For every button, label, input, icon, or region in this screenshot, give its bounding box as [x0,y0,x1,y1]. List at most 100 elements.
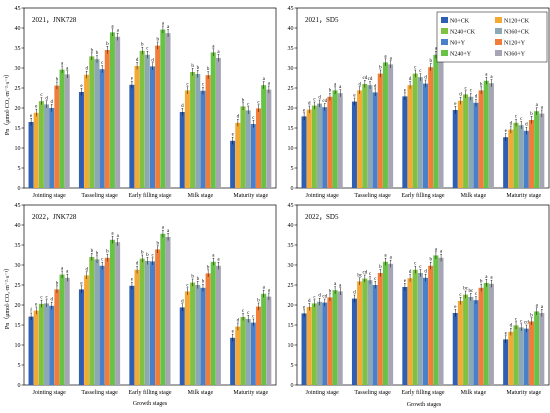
legend-swatch [495,28,502,34]
bar [139,50,145,188]
significance-letter: d [424,270,427,275]
significance-letter: c [419,69,422,74]
significance-letter: a [167,25,170,30]
bar [438,257,444,385]
significance-letter: b [141,251,144,256]
significance-letter: a [339,283,342,288]
bar [488,283,494,385]
y-tick-label: 30 [288,263,294,269]
significance-letter: a [217,50,220,55]
bar [33,310,39,385]
bar [240,106,246,188]
bar [230,337,236,385]
significance-letter: b [202,280,205,285]
x-tick-label: Milk stage [188,390,214,396]
panel-label: 2022，SD5 [305,213,339,221]
bar [483,80,489,188]
bar [99,265,105,385]
bar [59,274,65,385]
significance-letter: b [56,281,59,286]
significance-letter: a [541,305,544,310]
significance-letter: e [80,281,83,286]
panel-label: 2021，SD5 [305,16,339,24]
bar [433,255,439,385]
significance-letter: c [414,262,417,267]
bar [250,322,256,385]
bar [457,301,463,385]
significance-letter: d [409,77,412,82]
bar [322,302,328,385]
x-axis-label-right: Growth stages [407,402,442,408]
bar [129,285,135,385]
significance-letter: c [186,283,189,288]
significance-letter: e [80,84,83,89]
bar [28,122,34,188]
bar [452,313,458,385]
bar [33,112,39,188]
legend-entry: N0+CK [450,19,470,25]
y-axis-label-2022: Pn（μmol·CO₂·m⁻²·s⁻¹） [4,265,11,329]
bar [266,296,272,385]
significance-letter: a [435,247,438,252]
significance-letter: c [151,253,154,258]
x-tick-label: Milk stage [188,193,214,199]
significance-letter: c [186,82,189,87]
significance-letter: d [358,82,361,87]
significance-letter: d [510,324,513,329]
y-tick-label: 35 [288,243,294,249]
significance-letter: b [91,249,94,254]
significance-letter: e [303,305,306,310]
bar [89,56,95,189]
significance-letter: c [146,47,149,52]
y-tick-label: 0 [18,383,21,389]
bar [327,96,333,188]
bar [144,54,150,188]
legend-swatch [495,17,502,23]
significance-letter: a [490,75,493,80]
significance-letter: b [91,48,94,53]
bar [28,316,34,385]
significance-letter: c [242,309,245,314]
significance-letter: c [470,89,473,94]
y-tick-label: 10 [288,343,294,349]
significance-letter: b [106,42,109,47]
x-tick-label: Jointing stage [306,390,340,396]
significance-letter: c [46,295,49,300]
significance-letter: a [117,234,120,239]
bar [261,85,267,188]
bar [255,108,261,188]
bar [94,259,100,385]
bar [109,32,115,189]
significance-letter: cd [362,271,367,276]
significance-letter: e [353,94,356,99]
x-tick-label: Tasseling stage [354,390,391,396]
significance-letter: a [61,62,64,67]
significance-letter: e [232,133,235,138]
legend-entry: N120+Y [504,41,526,47]
significance-letter: bc [463,287,469,292]
bar [240,317,246,385]
significance-letter: e [404,279,407,284]
panel-label: 2022，JNK728 [32,213,77,221]
y-tick-label: 5 [18,166,21,172]
legend: N0+CK N120+CK N240+CK N360+CK N0+Y N120+Y N240… [436,11,548,63]
y-tick-label: 35 [288,46,294,52]
bar [78,289,84,385]
significance-letter: c [419,265,422,270]
significance-letter: c [313,295,316,300]
x-tick-label: Tasseling stage [81,193,118,199]
y-tick-label: 15 [15,126,21,132]
bar [317,301,323,385]
bar [115,242,121,385]
bar [245,319,251,385]
bar [250,124,256,188]
bar [184,291,190,385]
bar [539,313,545,385]
significance-letter: c [247,102,250,107]
legend-swatch [495,39,502,45]
legend-swatch [441,28,448,34]
y-tick-label: 20 [288,106,294,112]
bar [473,102,479,188]
significance-letter: b [106,250,109,255]
